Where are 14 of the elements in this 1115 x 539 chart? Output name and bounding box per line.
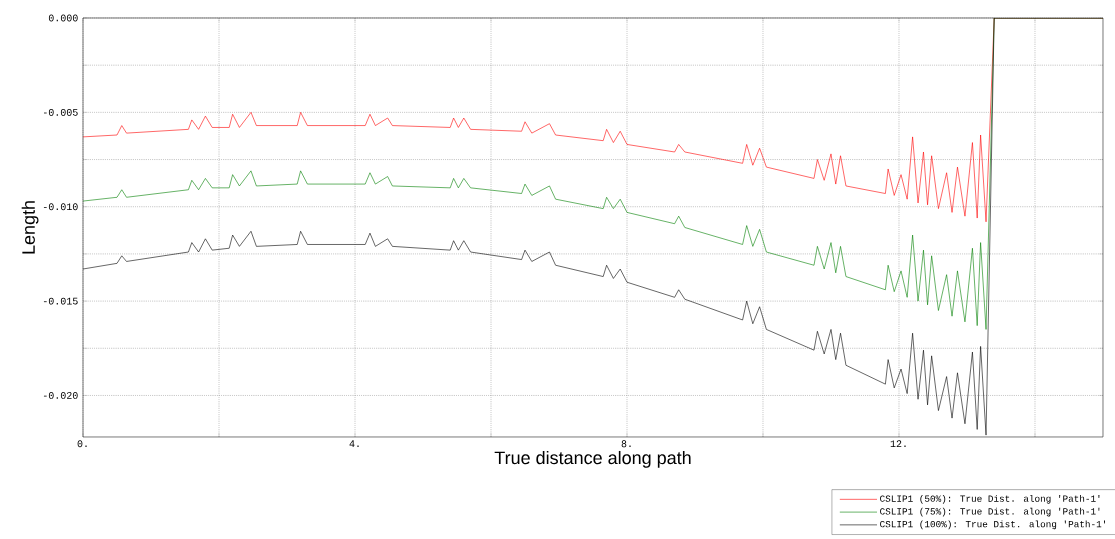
legend-label: CSLIP1 (100%): True Dist. along 'Path-1'	[880, 520, 1106, 530]
x-tick-label: 12.	[890, 440, 906, 448]
legend-label: CSLIP1 (75%): True Dist. along 'Path-1'	[880, 507, 1100, 517]
y-tick-label: -0.005	[43, 108, 78, 116]
y-tick-label: 0.000	[48, 14, 78, 22]
x-axis-title: True distance along path	[494, 450, 691, 468]
y-axis-title: Length	[21, 201, 39, 254]
y-tick-label: -0.010	[43, 203, 78, 211]
legend-label: CSLIP1 (50%): True Dist. along 'Path-1'	[880, 494, 1100, 504]
y-tick-label: -0.020	[43, 392, 78, 399]
y-tick-label: -0.015	[43, 297, 78, 305]
x-tick-label: 4.	[349, 440, 359, 447]
x-tick-label: 0.	[77, 440, 87, 448]
x-tick-label: 8.	[621, 440, 631, 448]
